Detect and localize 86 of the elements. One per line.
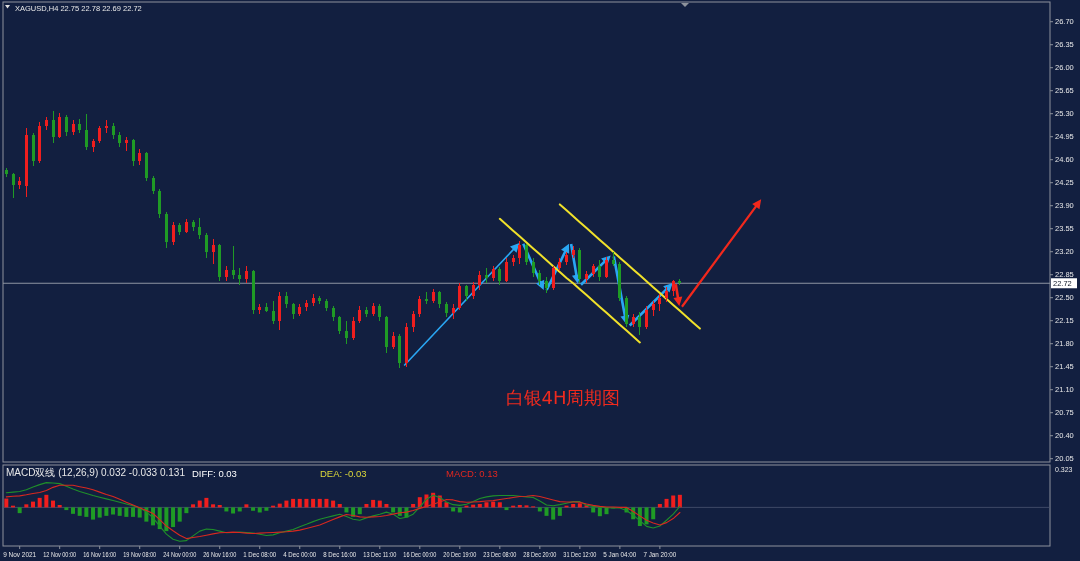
bar: [91, 507, 96, 520]
bar: [457, 507, 462, 513]
bar: [497, 502, 502, 508]
bar: [557, 507, 562, 516]
bar: [577, 503, 582, 508]
bar: [484, 502, 489, 508]
candlestick: [271, 300, 276, 325]
bar: [4, 498, 9, 508]
candlestick: [551, 265, 556, 291]
bar: [111, 507, 116, 515]
bar: [131, 507, 136, 517]
bar: [344, 507, 349, 513]
bar: [64, 507, 69, 511]
annotation: 白银4H周期图: [505, 387, 621, 408]
bar: [644, 507, 649, 525]
bar: [251, 507, 256, 511]
bar: [164, 507, 169, 532]
bar: [664, 498, 669, 508]
bar: [504, 507, 509, 511]
bar: [244, 504, 249, 508]
bar: [124, 507, 129, 517]
bar: [37, 497, 42, 508]
bar: [204, 497, 209, 508]
bar: [537, 507, 542, 512]
bar: [317, 498, 322, 508]
bar: [391, 507, 396, 513]
bar: [104, 507, 109, 516]
bar: [357, 507, 362, 515]
bar: [551, 507, 556, 520]
bar: [71, 507, 76, 514]
line-series: [558, 203, 701, 330]
bar: [237, 507, 242, 512]
bar: [224, 507, 229, 512]
bar: [97, 507, 102, 518]
bar: [177, 507, 182, 522]
candlestick: [477, 270, 482, 291]
candlestick: [157, 188, 162, 219]
text: DIFF: 0.03: [192, 468, 237, 479]
candlestick: [131, 138, 136, 167]
candlestick: [211, 238, 216, 265]
chart-title: MACD双线 (12,26,9) 0.032 -0.033 0.131: [6, 467, 186, 478]
bar: [444, 502, 449, 508]
candlestick: [637, 311, 642, 336]
bar: [77, 507, 82, 516]
bar: [231, 507, 236, 514]
bar: [311, 498, 316, 508]
bar: [677, 494, 682, 508]
candlestick: [171, 221, 176, 246]
bar: [44, 494, 49, 508]
text: MACD: 0.13: [446, 468, 498, 479]
candlestick: [204, 232, 209, 259]
bar: [371, 499, 376, 508]
bar: [171, 507, 176, 528]
candlestick: [457, 282, 462, 311]
bar: [291, 498, 296, 508]
bar: [451, 507, 456, 512]
bar: [591, 507, 596, 513]
bar: [117, 507, 122, 516]
candlestick: [84, 113, 89, 151]
bar: [17, 507, 22, 514]
bar: [264, 507, 269, 511]
candlestick: [11, 172, 16, 199]
bar: [597, 507, 602, 517]
candlestick: [504, 257, 509, 283]
bar: [184, 507, 189, 514]
bar: [544, 507, 549, 516]
candlestick: [524, 243, 529, 266]
bar: [524, 505, 529, 508]
bar: [324, 498, 329, 508]
candlestick: [231, 245, 236, 280]
bar: [297, 498, 302, 508]
candlestick: [64, 114, 69, 137]
bar: [651, 507, 656, 520]
candlestick: [417, 295, 422, 318]
bar: [24, 504, 29, 508]
bar: [84, 507, 89, 517]
line-series: [498, 217, 641, 344]
bar: [191, 504, 196, 508]
bar: [671, 495, 676, 508]
candlestick: [597, 259, 602, 282]
bar: [257, 507, 262, 513]
bar: [304, 498, 309, 508]
candlestick: [51, 110, 56, 144]
candlestick: [57, 112, 62, 139]
bar: [211, 504, 216, 508]
text: DEA: -0.03: [320, 468, 367, 479]
